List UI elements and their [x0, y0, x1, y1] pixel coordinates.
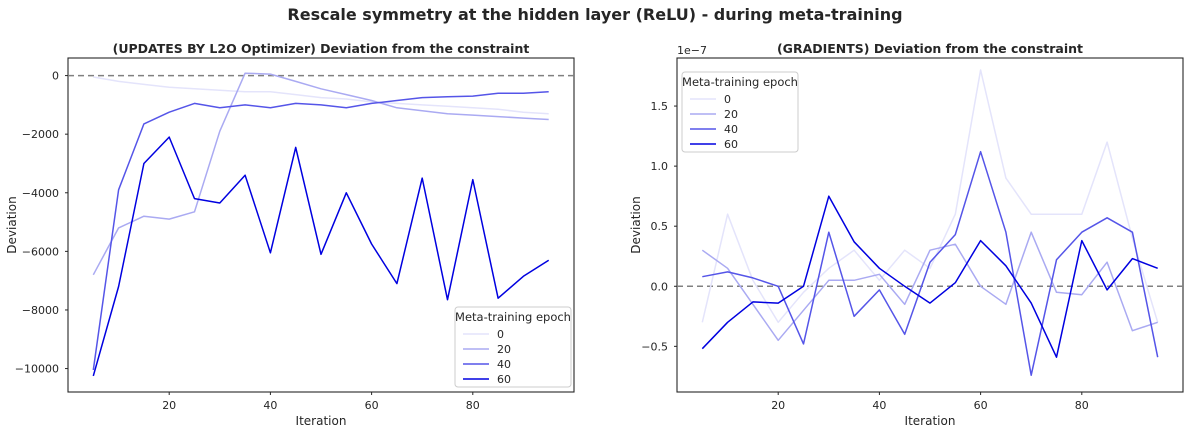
- series-line-epoch-40: [702, 150, 1159, 376]
- legend-label-epoch-20: 20: [724, 108, 738, 121]
- legend: Meta-training epoch 0 20 40 60: [681, 71, 799, 153]
- y-tick-label: −4000: [22, 187, 59, 200]
- y-tick-label: 0.0: [651, 280, 669, 293]
- legend-box: [454, 306, 572, 388]
- x-tick-label: 20: [771, 399, 785, 412]
- y-axis-label: Deviation: [5, 196, 19, 253]
- legend-label-epoch-40: 40: [497, 358, 511, 371]
- x-tick-label: 40: [872, 399, 886, 412]
- legend: Meta-training epoch 0 20 40 60: [454, 306, 572, 388]
- x-axis-label: Iteration: [905, 414, 956, 428]
- legend-label-epoch-40: 40: [724, 123, 738, 136]
- x-axis-label: Iteration: [296, 414, 347, 428]
- y-tick-label: −10000: [15, 363, 59, 376]
- series-line-epoch-40: [92, 90, 549, 371]
- chart-gradients: (GRADIENTS) Deviation from the constrain…: [629, 41, 1184, 428]
- legend-label-epoch-0: 0: [724, 93, 731, 106]
- legend-title: Meta-training epoch: [682, 75, 798, 89]
- plot-frame: [67, 57, 575, 393]
- x-tick-label: 80: [1075, 399, 1089, 412]
- y-tick-label: 1.5: [651, 100, 669, 113]
- x-tick-label: 60: [365, 399, 379, 412]
- series-line-epoch-20: [701, 231, 1158, 342]
- x-tick-label: 80: [466, 399, 480, 412]
- x-tick-label: 60: [974, 399, 988, 412]
- chart-title: (GRADIENTS) Deviation from the constrain…: [777, 41, 1083, 56]
- y-tick-label: 0.5: [651, 220, 669, 233]
- series-line-epoch-60: [701, 195, 1158, 358]
- axis-offset-label: 1e−7: [677, 44, 707, 57]
- y-axis-label: Deviation: [629, 196, 643, 253]
- legend-label-epoch-60: 60: [497, 373, 511, 386]
- plot-frame: [676, 57, 1184, 393]
- series-line-epoch-60: [92, 136, 550, 377]
- legend-title: Meta-training epoch: [455, 310, 571, 324]
- y-tick-label: −0.5: [641, 340, 668, 353]
- series-line-epoch-0: [701, 69, 1159, 324]
- y-tick-label: 1.0: [651, 160, 669, 173]
- x-tick-label: 20: [162, 399, 176, 412]
- y-tick-label: 0: [52, 70, 59, 83]
- legend-box: [681, 71, 799, 153]
- chart-title: (UPDATES BY L2O Optimizer) Deviation fro…: [113, 41, 530, 56]
- y-tick-label: −2000: [22, 128, 59, 141]
- legend-label-epoch-60: 60: [724, 138, 738, 151]
- legend-label-epoch-0: 0: [497, 328, 504, 341]
- chart-updates-l2o: (UPDATES BY L2O Optimizer) Deviation fro…: [5, 41, 575, 428]
- series-line-epoch-0: [93, 76, 549, 115]
- figure-title: Rescale symmetry at the hidden layer (Re…: [287, 5, 902, 24]
- y-tick-label: −6000: [22, 245, 59, 258]
- y-tick-label: −8000: [22, 304, 59, 317]
- x-tick-label: 40: [263, 399, 277, 412]
- legend-label-epoch-20: 20: [497, 343, 511, 356]
- series-line-epoch-20: [92, 72, 549, 276]
